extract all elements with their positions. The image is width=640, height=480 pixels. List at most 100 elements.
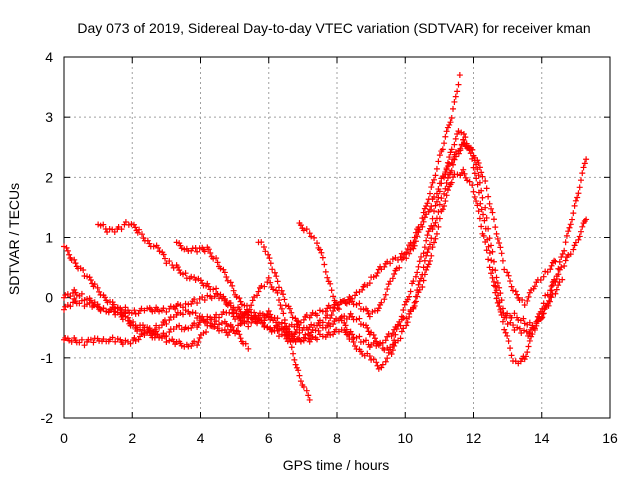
data-point xyxy=(278,305,285,312)
data-point xyxy=(551,278,558,285)
data-point xyxy=(267,311,274,318)
data-point xyxy=(435,208,442,215)
data-point xyxy=(425,245,432,252)
data-point xyxy=(314,336,321,343)
data-point xyxy=(569,216,576,223)
data-point xyxy=(66,251,73,258)
data-point xyxy=(443,128,450,135)
data-point xyxy=(119,341,126,348)
data-point xyxy=(391,337,398,344)
data-point xyxy=(137,326,144,333)
data-point xyxy=(282,302,289,309)
data-point xyxy=(242,340,249,347)
data-point xyxy=(475,189,482,196)
data-point xyxy=(403,249,410,256)
data-point xyxy=(277,302,284,309)
data-point xyxy=(364,324,371,331)
data-point xyxy=(295,367,302,374)
data-point xyxy=(494,235,501,242)
data-point xyxy=(423,237,430,244)
data-point xyxy=(500,310,507,317)
data-point xyxy=(345,331,352,338)
data-point xyxy=(429,179,436,186)
data-point xyxy=(525,332,532,339)
data-point xyxy=(384,286,391,293)
x-tick-label: 10 xyxy=(397,430,413,446)
data-point xyxy=(288,344,295,351)
data-point xyxy=(297,378,304,385)
data-point xyxy=(567,251,574,258)
data-point xyxy=(492,267,499,274)
data-point xyxy=(548,262,555,269)
data-point xyxy=(507,278,514,285)
data-point xyxy=(163,332,170,339)
data-point xyxy=(286,305,293,312)
data-point xyxy=(470,164,477,171)
data-point xyxy=(431,239,438,246)
data-point xyxy=(489,209,496,216)
data-point xyxy=(266,255,273,262)
data-point xyxy=(482,177,489,184)
data-point xyxy=(452,148,459,155)
data-point xyxy=(526,337,533,344)
data-points xyxy=(61,72,590,403)
data-point xyxy=(297,222,304,229)
data-point xyxy=(419,283,426,290)
data-point xyxy=(456,72,463,79)
data-point xyxy=(407,308,414,315)
data-point xyxy=(248,319,255,326)
data-point xyxy=(583,156,590,163)
data-point xyxy=(414,269,421,276)
data-point xyxy=(546,297,553,304)
data-point xyxy=(483,247,490,254)
data-point xyxy=(488,205,495,212)
data-point xyxy=(429,215,436,222)
data-point xyxy=(213,318,220,325)
data-point xyxy=(321,261,328,268)
data-point xyxy=(561,263,568,270)
data-point xyxy=(176,322,183,329)
data-point xyxy=(497,244,504,251)
data-point xyxy=(442,169,449,176)
data-point xyxy=(195,322,202,329)
data-point xyxy=(418,253,425,260)
data-point xyxy=(442,185,449,192)
data-point xyxy=(221,269,228,276)
data-point xyxy=(416,258,423,265)
data-point xyxy=(469,155,476,162)
data-point xyxy=(452,135,459,142)
data-point xyxy=(446,121,453,128)
data-point xyxy=(382,291,389,298)
data-point xyxy=(86,274,93,281)
data-point xyxy=(388,350,395,357)
data-point xyxy=(548,294,555,301)
data-point xyxy=(216,321,223,328)
data-point xyxy=(136,226,143,233)
data-point xyxy=(477,200,484,207)
data-point xyxy=(398,328,405,335)
data-point xyxy=(373,272,380,279)
data-point xyxy=(280,291,287,298)
data-point xyxy=(444,159,451,166)
data-point xyxy=(109,334,116,341)
data-point xyxy=(356,333,363,340)
data-point xyxy=(274,289,281,296)
data-point xyxy=(224,323,231,330)
data-point xyxy=(132,224,139,231)
data-point xyxy=(525,293,532,300)
data-point xyxy=(302,331,309,338)
data-point xyxy=(574,194,581,201)
data-point xyxy=(452,93,459,100)
data-point xyxy=(180,311,187,318)
grid-lines xyxy=(64,57,610,418)
data-point xyxy=(90,302,97,309)
data-point xyxy=(316,246,323,253)
data-point xyxy=(566,224,573,231)
data-point xyxy=(80,266,87,273)
data-point xyxy=(138,331,145,338)
data-point xyxy=(478,169,485,176)
data-point xyxy=(110,301,117,308)
data-point xyxy=(579,170,586,177)
data-point xyxy=(571,202,578,209)
data-point xyxy=(218,319,225,326)
